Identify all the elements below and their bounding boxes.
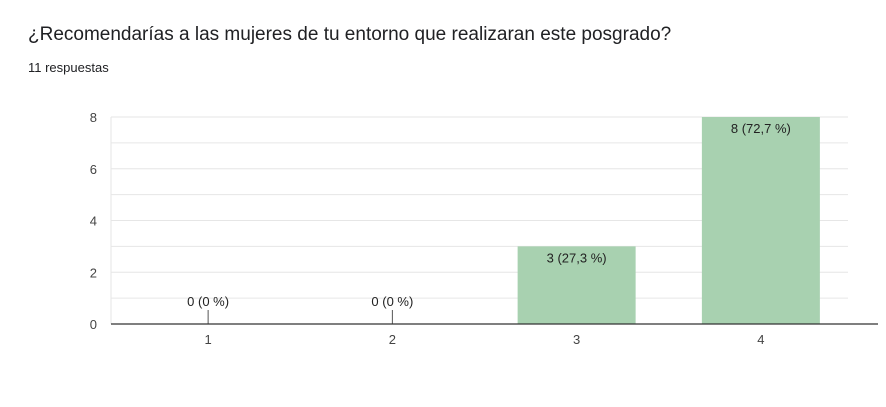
y-tick-label: 8 [90,110,97,125]
y-tick-label: 2 [90,265,97,280]
question-title: ¿Recomendarías a las mujeres de tu entor… [28,24,672,45]
bar-data-label: 3 (27,3 %) [547,250,607,265]
response-count: 11 respuestas [28,60,109,75]
y-tick-label: 4 [90,214,97,229]
x-category-label: 1 [205,332,212,347]
bar-data-label: 0 (0 %) [187,294,229,309]
bar [517,246,636,324]
x-category-label: 2 [389,332,396,347]
x-category-label: 4 [757,332,764,347]
bar-data-label: 8 (72,7 %) [731,121,791,136]
x-category-label: 3 [573,332,580,347]
y-tick-label: 6 [90,162,97,177]
bar-data-label: 0 (0 %) [371,294,413,309]
y-tick-label: 0 [90,317,97,332]
bar [701,117,820,324]
